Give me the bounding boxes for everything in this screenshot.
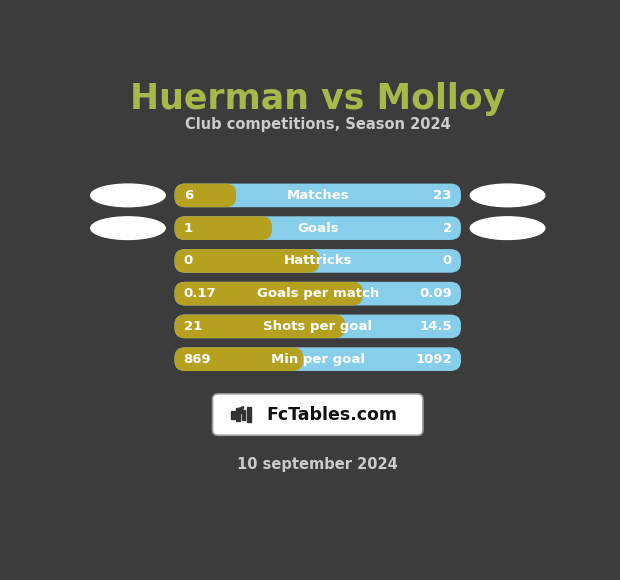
Text: Goals: Goals	[297, 222, 339, 235]
Text: 6: 6	[184, 189, 193, 202]
Text: Shots per goal: Shots per goal	[263, 320, 373, 333]
Text: 0: 0	[184, 255, 193, 267]
Text: Hattricks: Hattricks	[283, 255, 352, 267]
Bar	[236, 408, 240, 421]
Bar	[231, 411, 235, 419]
Text: 23: 23	[433, 189, 452, 202]
FancyBboxPatch shape	[175, 216, 461, 240]
FancyBboxPatch shape	[175, 314, 345, 338]
Text: 0.09: 0.09	[419, 287, 452, 300]
Ellipse shape	[91, 217, 165, 240]
FancyBboxPatch shape	[175, 282, 461, 306]
FancyBboxPatch shape	[213, 394, 423, 436]
Text: Matches: Matches	[286, 189, 349, 202]
FancyBboxPatch shape	[175, 249, 461, 273]
Text: 869: 869	[184, 353, 211, 365]
Text: 14.5: 14.5	[419, 320, 452, 333]
Text: FcTables.com: FcTables.com	[267, 405, 397, 423]
Text: 0.17: 0.17	[184, 287, 216, 300]
FancyBboxPatch shape	[175, 184, 461, 207]
FancyBboxPatch shape	[175, 314, 461, 338]
Ellipse shape	[471, 217, 545, 240]
Text: 1092: 1092	[415, 353, 452, 365]
Bar	[242, 409, 246, 419]
Text: 10 september 2024: 10 september 2024	[237, 458, 398, 472]
Text: 2: 2	[443, 222, 452, 235]
Text: Goals per match: Goals per match	[257, 287, 379, 300]
Text: 0: 0	[443, 255, 452, 267]
FancyBboxPatch shape	[175, 347, 461, 371]
FancyBboxPatch shape	[175, 282, 363, 306]
Text: 1: 1	[184, 222, 193, 235]
Text: Huerman vs Molloy: Huerman vs Molloy	[130, 82, 505, 115]
FancyBboxPatch shape	[175, 184, 236, 207]
FancyBboxPatch shape	[175, 347, 303, 371]
Text: Min per goal: Min per goal	[271, 353, 365, 365]
Ellipse shape	[471, 184, 545, 206]
Text: 21: 21	[184, 320, 202, 333]
FancyBboxPatch shape	[175, 216, 272, 240]
FancyBboxPatch shape	[175, 249, 319, 273]
Ellipse shape	[91, 184, 165, 206]
Bar	[247, 407, 250, 422]
Text: Club competitions, Season 2024: Club competitions, Season 2024	[185, 117, 451, 132]
